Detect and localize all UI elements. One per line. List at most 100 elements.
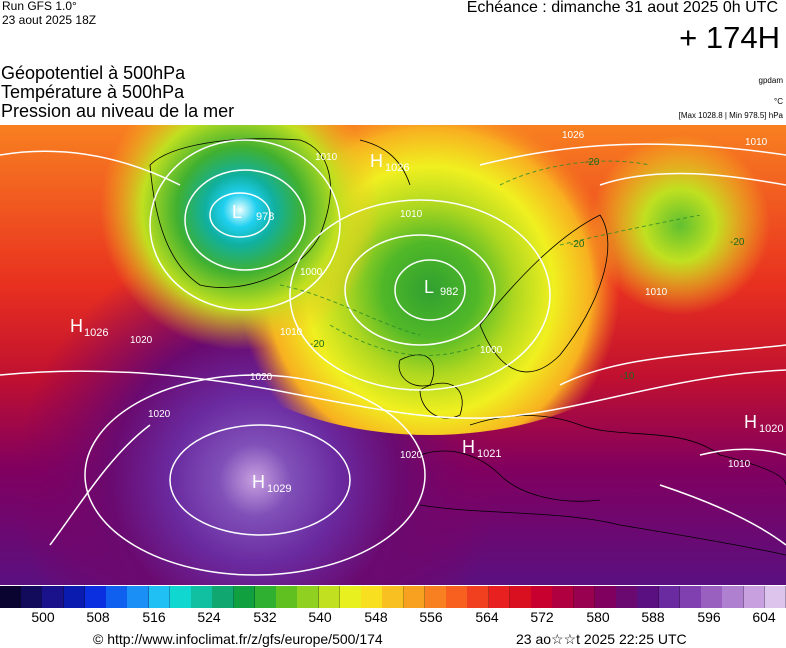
run-label: Run GFS 1.0° (2, 0, 77, 13)
legend-swatch (679, 586, 702, 608)
legend-swatch (169, 586, 192, 608)
center-value: 1026 (84, 327, 108, 339)
isobar-label: 1010 (400, 209, 423, 220)
center-letter: H (252, 472, 265, 492)
legend-swatch (573, 586, 596, 608)
center-value: 1026 (385, 162, 409, 174)
legend-swatch (637, 586, 660, 608)
isotherm-label: -20 (585, 157, 600, 168)
legend-swatch (0, 586, 22, 608)
isobar-label: 1020 (250, 372, 273, 383)
units-gpdam: gpdam (758, 76, 783, 85)
center-value: 978 (256, 211, 274, 223)
isobar-label: 1010 (315, 152, 338, 163)
legend-swatch (339, 586, 362, 608)
isobar-label: 1020 (130, 335, 153, 346)
pressure-centers: H 1026 L 978 L 982 H 1026 H 1029 H 1021 … (70, 151, 783, 495)
legend-tick: 500 (31, 609, 55, 625)
legend-swatch (106, 586, 128, 608)
legend-tick: 604 (752, 609, 776, 625)
lead-time: + 174H (679, 20, 780, 55)
isotherm-label: -10 (620, 371, 635, 382)
legend-swatch (488, 586, 511, 608)
legend-tick: 540 (308, 609, 332, 625)
legend-tick: 524 (197, 609, 221, 625)
isotherm-label: -20 (310, 339, 325, 350)
isobar-label: 1000 (480, 345, 503, 356)
legend-swatch (63, 586, 86, 608)
legend-swatch (42, 586, 65, 608)
isotherm-labels: -20 -20 -20 -20 -10 (310, 157, 745, 382)
legend-swatch (446, 586, 468, 608)
legend-swatch (382, 586, 405, 608)
legend-swatch (84, 586, 107, 608)
legend-tick: 596 (697, 609, 721, 625)
legend-swatch (616, 586, 638, 608)
isobar-label: 1000 (300, 267, 323, 278)
center-letter: H (744, 412, 757, 432)
color-legend (0, 586, 786, 608)
legend-tick: 548 (364, 609, 388, 625)
title-temperature: Température à 500hPa (1, 82, 185, 102)
legend-swatch (467, 586, 490, 608)
legend-swatch (531, 586, 553, 608)
legend-tick: 556 (419, 609, 443, 625)
legend-swatch (552, 586, 575, 608)
isobars (0, 139, 786, 576)
run-date: 23 aout 2025 18Z (2, 13, 97, 27)
legend-tick: 516 (142, 609, 166, 625)
legend-swatch (254, 586, 277, 608)
isobar-labels: 1010 1020 1020 1000 1010 1000 1010 1020 … (130, 130, 768, 470)
legend-swatch (701, 586, 723, 608)
legend-swatch (318, 586, 341, 608)
isobar-label: 1010 (645, 287, 668, 298)
legend-swatch (361, 586, 383, 608)
legend-tick: 580 (586, 609, 610, 625)
low-pressure-shading-1 (80, 125, 420, 365)
source-url[interactable]: © http://www.infoclimat.fr/z/gfs/europe/… (93, 631, 383, 647)
title-geopotential: Géopotentiel à 500hPa (1, 63, 186, 83)
pressure-range: [Max 1028.8 | Min 978.5] hPa (678, 111, 783, 120)
legend-swatch (233, 586, 256, 608)
center-letter: H (70, 316, 83, 336)
title-pressure: Pression au niveau de la mer (1, 101, 235, 121)
center-letter: L (232, 202, 242, 222)
echeance-label: Echéance : dimanche 31 aout 2025 0h UTC (466, 0, 778, 16)
isotherm-label: -20 (730, 237, 745, 248)
weather-map: H 1026 L 978 L 982 H 1026 H 1029 H 1021 … (0, 125, 786, 585)
center-letter: H (370, 151, 383, 171)
isobar-label: 1010 (728, 459, 751, 470)
legend-swatch (424, 586, 447, 608)
center-letter: L (424, 277, 434, 297)
isobar-label: 1010 (745, 137, 768, 148)
legend-tick: 588 (641, 609, 665, 625)
isobar-label: 1020 (400, 450, 423, 461)
center-value: 1020 (759, 423, 783, 435)
legend-swatch (509, 586, 532, 608)
legend-tick: 572 (530, 609, 554, 625)
legend-tick: 508 (86, 609, 110, 625)
isobar-label: 1010 (280, 327, 303, 338)
ne-shading (580, 135, 786, 315)
legend-swatch (594, 586, 617, 608)
isobar-label: 1026 (562, 130, 585, 141)
legend-swatch (403, 586, 426, 608)
legend-tick: 564 (475, 609, 499, 625)
legend-swatch (21, 586, 43, 608)
isobar-label: 1020 (148, 409, 171, 420)
legend-swatch (127, 586, 150, 608)
legend-swatch (276, 586, 298, 608)
center-value: 1029 (267, 483, 291, 495)
isotherm-label: -20 (570, 239, 585, 250)
isotherms (279, 160, 701, 356)
units-temp: °C (774, 97, 783, 106)
legend-swatch (743, 586, 766, 608)
legend-swatch (148, 586, 171, 608)
center-value: 1021 (477, 448, 501, 460)
legend-swatch (297, 586, 320, 608)
center-value: 982 (440, 286, 458, 298)
legend-swatch (658, 586, 681, 608)
legend-swatch (191, 586, 213, 608)
generated-timestamp: 23 ao☆☆t 2025 22:25 UTC (516, 631, 687, 647)
center-letter: H (462, 437, 475, 457)
